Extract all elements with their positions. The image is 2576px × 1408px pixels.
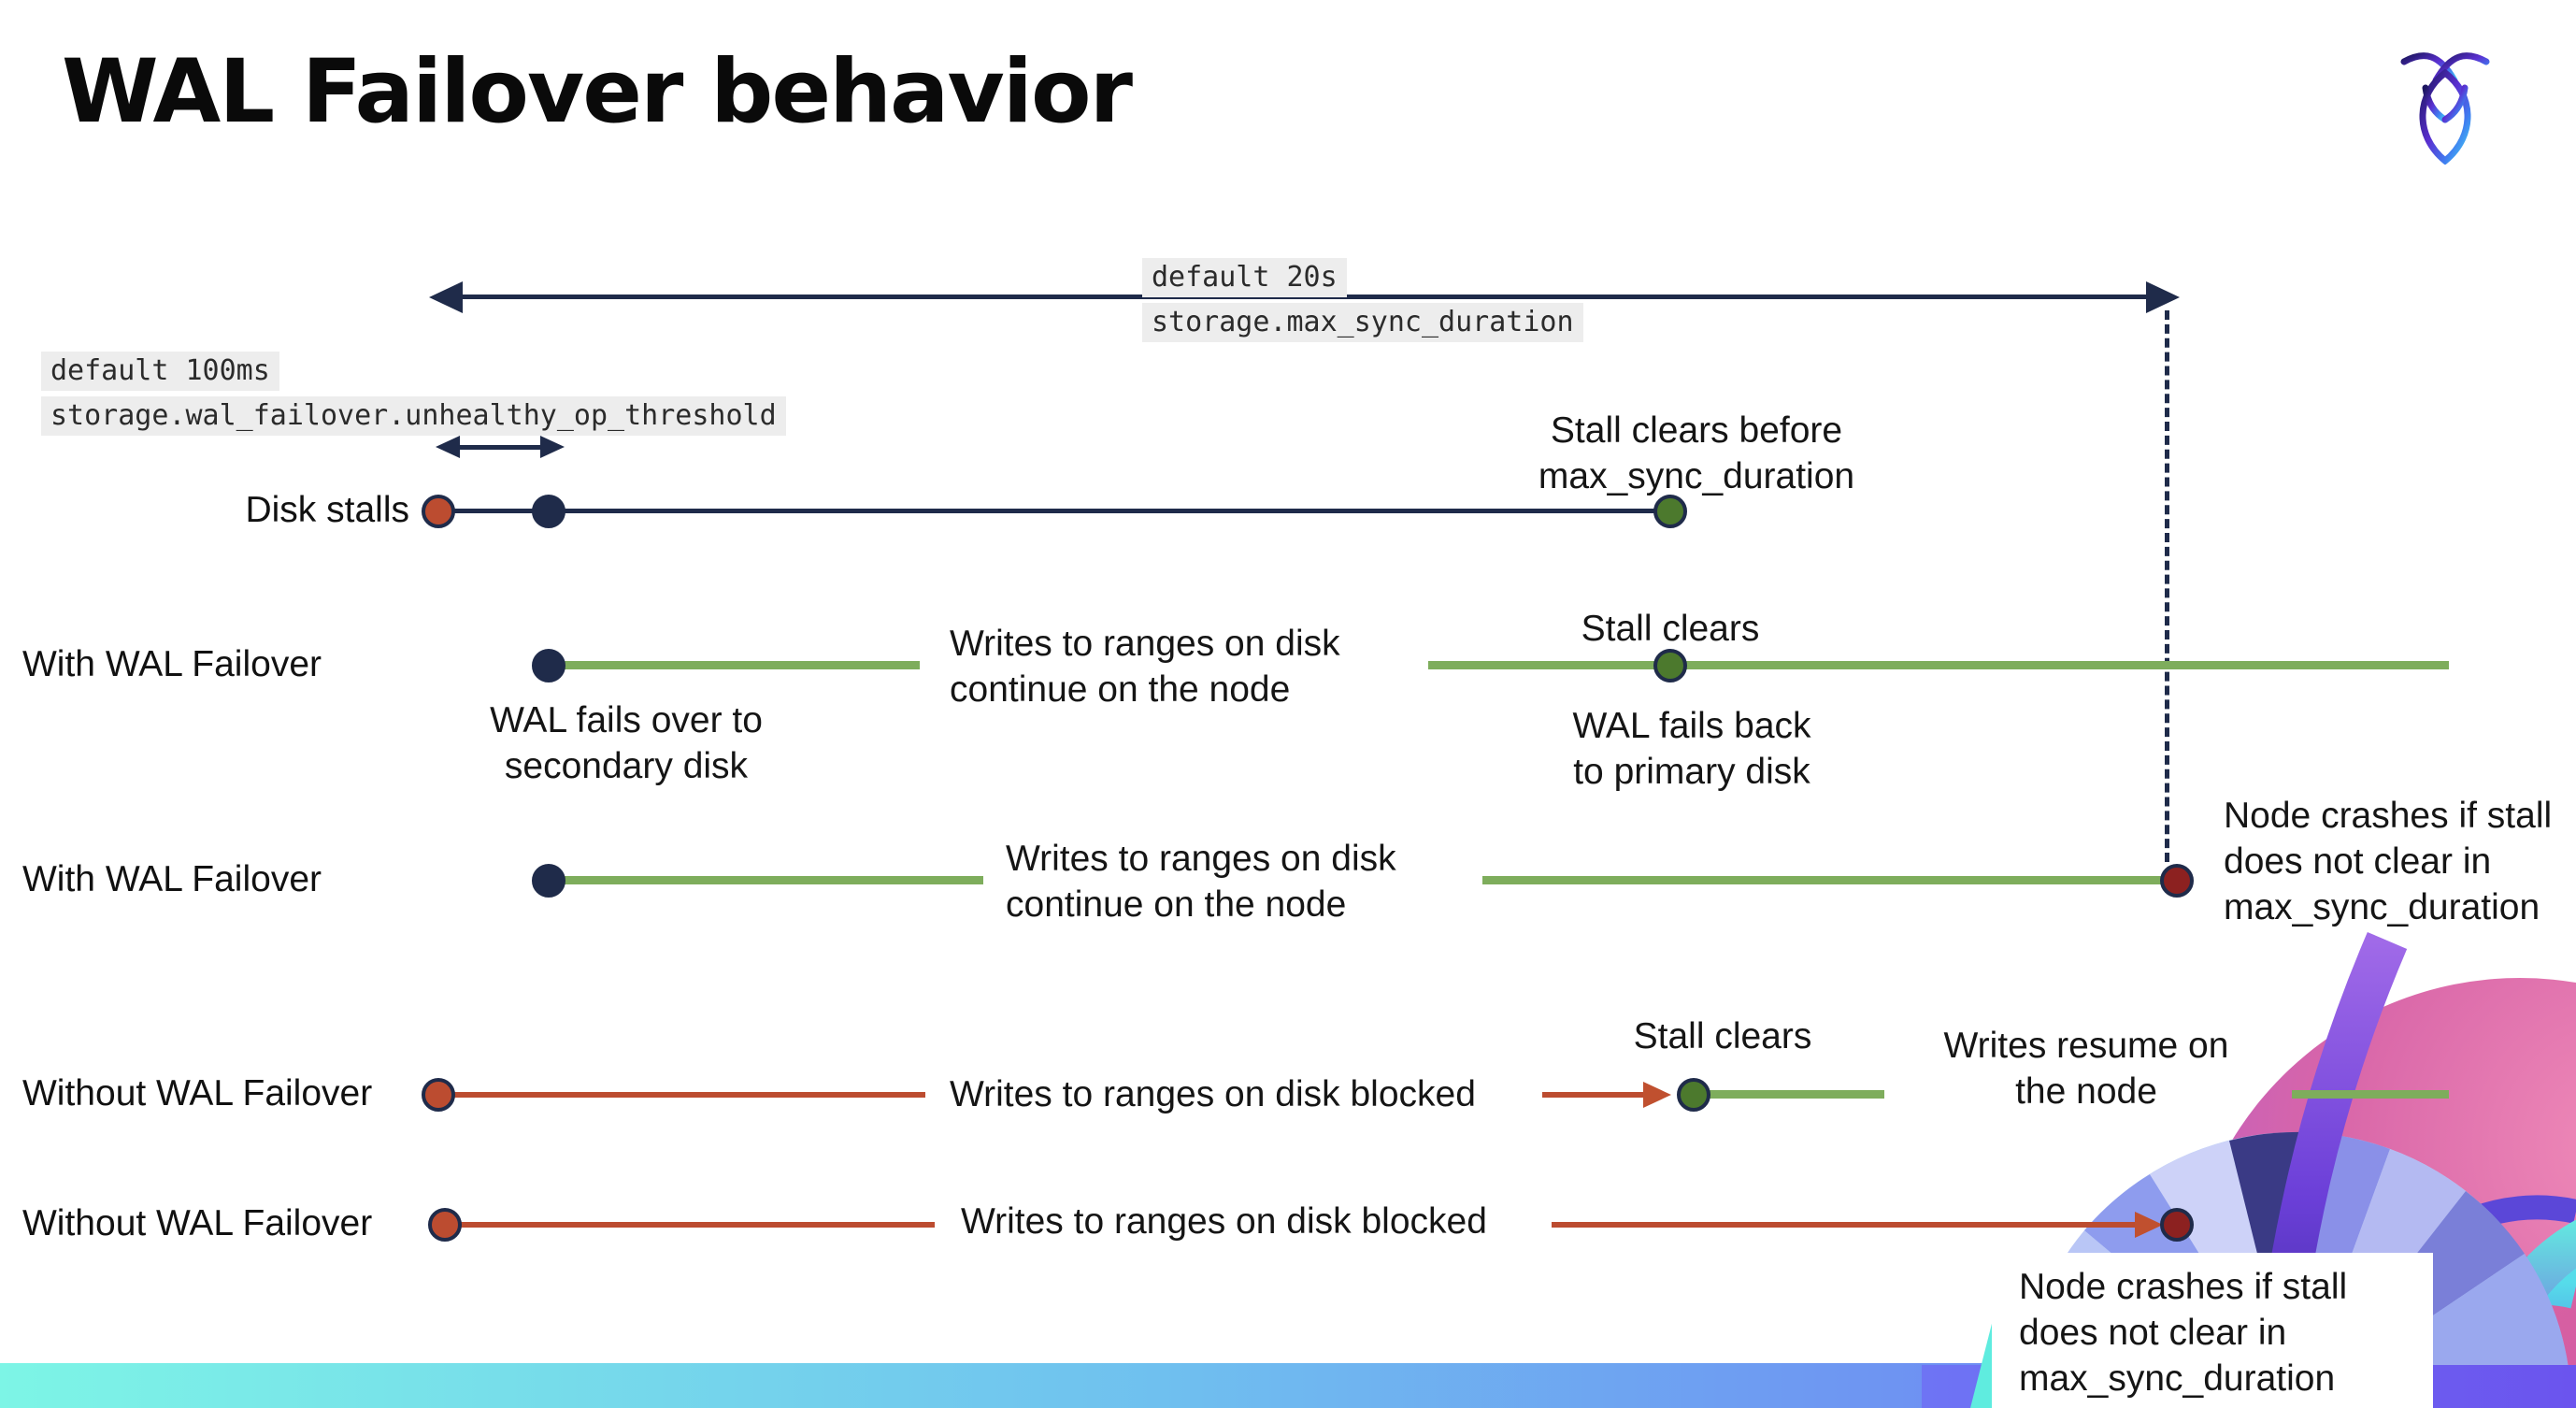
disk-stall-start-dot <box>428 1208 462 1242</box>
arrow-right-icon <box>2135 1212 2163 1238</box>
node-crash-dot <box>2160 864 2194 898</box>
arrow-left-icon <box>436 436 460 458</box>
arrow-right-icon <box>1643 1082 1671 1108</box>
writes-blocked-line <box>460 1222 935 1228</box>
writes-blocked-line <box>454 1092 925 1098</box>
node-crash-dot <box>2160 1208 2194 1242</box>
stall-clears-dot <box>1653 649 1687 682</box>
wal-fails-over-note: WAL fails over to secondary disk <box>490 700 763 786</box>
disk-stalls-timeline <box>438 509 1670 513</box>
row-label-without-wal-failover-1: Without WAL Failover <box>22 1073 373 1113</box>
writes-blocked-line <box>1542 1092 1645 1098</box>
unhealthy-op-setting-name: storage.wal_failover.unhealthy_op_thresh… <box>41 396 786 436</box>
row-label-disk-stalls: Disk stalls <box>245 490 409 530</box>
row-label-without-wal-failover-2: Without WAL Failover <box>22 1203 373 1243</box>
writes-continue-line <box>1428 661 2449 669</box>
wal-failover-dot <box>532 649 565 682</box>
arrow-right-icon <box>540 436 565 458</box>
writes-continue-line <box>561 661 920 669</box>
threshold-arrow-line <box>456 445 542 450</box>
node-crash-card <box>1992 1253 2433 1408</box>
stall-clears-before-note: Stall clears before max_sync_duration <box>1538 410 1855 496</box>
stall-clears-dot <box>1653 495 1687 528</box>
arrow-left-icon <box>429 281 463 313</box>
writes-resume-line <box>1707 1090 1884 1099</box>
writes-blocked-line <box>1552 1222 2139 1228</box>
max-sync-default-label: default 20s <box>1142 258 1347 297</box>
writes-blocked-note: Writes to ranges on disk blocked <box>950 1074 1476 1114</box>
stall-clears-note: Stall clears <box>1633 1016 1812 1056</box>
writes-continue-note: Writes to ranges on disk continue on the… <box>950 624 1340 710</box>
max-sync-duration-dashed-line <box>2165 310 2169 862</box>
writes-continue-line <box>561 876 983 884</box>
disk-stall-start-dot <box>422 1078 455 1112</box>
writes-continue-line <box>1482 876 2165 884</box>
failover-threshold-dot <box>532 495 565 528</box>
row-label-with-wal-failover-1: With WAL Failover <box>22 644 322 684</box>
row-label-with-wal-failover-2: With WAL Failover <box>22 859 322 899</box>
stall-clears-dot <box>1677 1078 1710 1112</box>
cockroachdb-logo-icon <box>2400 52 2490 165</box>
writes-continue-note: Writes to ranges on disk continue on the… <box>1006 839 1396 925</box>
max-sync-setting-name: storage.max_sync_duration <box>1142 303 1583 342</box>
writes-resume-line <box>2292 1090 2449 1099</box>
wal-fails-back-note: WAL fails back to primary disk <box>1572 706 1811 792</box>
arrow-right-icon <box>2146 281 2180 313</box>
disk-stall-start-dot <box>422 495 455 528</box>
stall-clears-note: Stall clears <box>1581 609 1760 649</box>
writes-blocked-note: Writes to ranges on disk blocked <box>961 1201 1487 1242</box>
node-crash-note: Node crashes if stall does not clear in … <box>2019 1267 2348 1399</box>
unhealthy-op-default-label: default 100ms <box>41 352 279 391</box>
page-title: WAL Failover behavior <box>62 41 1133 143</box>
wal-failover-dot <box>532 864 565 898</box>
node-crash-note: Node crashes if stall does not clear in … <box>2224 796 2553 927</box>
writes-resume-note: Writes resume on the node <box>1943 1026 2229 1112</box>
